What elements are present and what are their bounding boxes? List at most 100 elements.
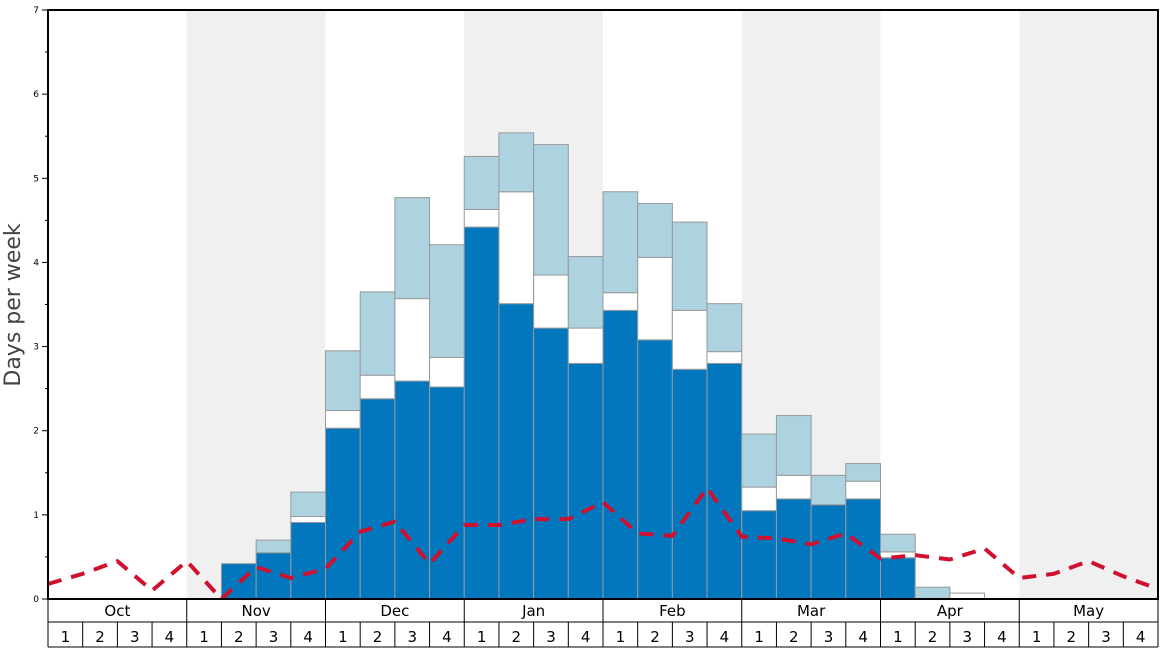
bar-top-18 <box>637 203 673 258</box>
bar-base-8 <box>290 521 326 600</box>
bar-middle-12 <box>429 357 465 388</box>
week-label: 1 <box>754 628 764 646</box>
bar-top-26 <box>914 586 951 600</box>
bar-base-19 <box>671 368 708 600</box>
week-label: 2 <box>234 628 244 646</box>
bar-middle-8 <box>290 516 326 523</box>
bar-middle-14 <box>498 191 535 305</box>
week-label: 4 <box>581 628 591 646</box>
bar-top-21 <box>741 433 777 488</box>
bar-top-12 <box>429 244 465 359</box>
y-tick-label: 6 <box>33 90 39 100</box>
month-label-feb: Feb <box>659 602 686 620</box>
week-label: 2 <box>512 628 522 646</box>
bar-middle-15 <box>533 274 569 329</box>
bar-top-13 <box>463 155 500 210</box>
bar-middle-24 <box>845 480 881 500</box>
bar-base-15 <box>533 327 569 600</box>
bar-middle-17 <box>602 292 639 311</box>
bar-top-22 <box>775 415 812 476</box>
week-label: 3 <box>130 628 140 646</box>
week-label: 3 <box>1101 628 1111 646</box>
bars-layer <box>220 132 986 600</box>
month-label-mar: Mar <box>797 602 826 620</box>
bar-top-7 <box>255 539 292 554</box>
week-label: 1 <box>616 628 626 646</box>
bar-top-11 <box>394 197 431 300</box>
week-label: 4 <box>858 628 868 646</box>
bar-base-16 <box>567 362 604 600</box>
week-label: 4 <box>720 628 730 646</box>
month-label-dec: Dec <box>380 602 409 620</box>
week-label: 1 <box>199 628 209 646</box>
week-label: 4 <box>165 628 175 646</box>
week-label: 2 <box>650 628 660 646</box>
bar-top-23 <box>810 474 847 506</box>
bar-middle-21 <box>741 486 777 512</box>
bar-top-19 <box>671 221 708 311</box>
week-label: 2 <box>789 628 799 646</box>
week-label: 1 <box>61 628 71 646</box>
bar-base-22 <box>775 498 812 600</box>
bar-top-15 <box>533 144 569 276</box>
y-tick-label: 7 <box>33 6 39 16</box>
week-label: 3 <box>546 628 556 646</box>
bar-base-23 <box>810 504 847 600</box>
bar-top-25 <box>880 533 916 553</box>
week-label: 3 <box>407 628 417 646</box>
week-label: 4 <box>442 628 452 646</box>
month-label-may: May <box>1073 602 1104 620</box>
bar-top-9 <box>325 350 361 412</box>
month-label-nov: Nov <box>241 602 270 620</box>
y-tick-label: 5 <box>33 174 39 184</box>
plot-frame <box>47 9 1159 600</box>
bar-top-17 <box>602 191 639 294</box>
bar-middle-18 <box>637 256 673 341</box>
week-label: 4 <box>303 628 313 646</box>
x-axis: Oct 1 2 3 4 Nov 1 2 3 4 Dec 1 2 3 4 Jan 1 2 3 4 Feb 1 2 3 4 Mar 1 2… <box>47 599 1159 648</box>
bar-top-20 <box>706 303 743 353</box>
week-label: 3 <box>685 628 695 646</box>
bar-middle-13 <box>463 208 500 228</box>
bar-middle-22 <box>775 474 812 500</box>
y-tick-label: 1 <box>33 511 39 521</box>
line-layer <box>47 485 1159 601</box>
bar-middle-9 <box>325 410 361 429</box>
week-label: 3 <box>269 628 279 646</box>
bar-top-10 <box>359 291 396 376</box>
y-axis-label: Days per week <box>1 223 26 386</box>
week-label: 1 <box>338 628 348 646</box>
bar-top-14 <box>498 132 535 193</box>
bar-top-24 <box>845 463 881 482</box>
week-label: 3 <box>824 628 834 646</box>
bar-base-14 <box>498 303 535 600</box>
week-label: 1 <box>893 628 903 646</box>
week-label: 2 <box>373 628 383 646</box>
y-axis: 0 1 2 3 4 5 6 7 <box>33 6 48 605</box>
bar-middle-20 <box>706 351 743 364</box>
week-label: 2 <box>928 628 938 646</box>
month-label-apr: Apr <box>937 602 964 620</box>
week-label: 2 <box>1067 628 1077 646</box>
bar-base-11 <box>394 380 431 600</box>
average-line <box>47 485 1159 601</box>
week-label: 1 <box>477 628 487 646</box>
bar-base-17 <box>602 309 639 600</box>
week-label: 3 <box>962 628 972 646</box>
week-label: 1 <box>1032 628 1042 646</box>
y-tick-label: 0 <box>33 595 39 605</box>
bar-middle-11 <box>394 298 431 382</box>
bar-middle-10 <box>359 374 396 400</box>
bar-base-18 <box>637 339 673 600</box>
bar-base-12 <box>429 386 465 600</box>
bar-base-25 <box>880 557 916 600</box>
bar-base-24 <box>845 498 881 600</box>
bar-base-10 <box>359 398 396 600</box>
month-label-oct: Oct <box>104 602 130 620</box>
week-label: 2 <box>95 628 105 646</box>
bar-top-16 <box>567 256 604 329</box>
bar-base-20 <box>706 362 743 600</box>
bar-top-8 <box>290 491 326 518</box>
week-label: 4 <box>1136 628 1146 646</box>
